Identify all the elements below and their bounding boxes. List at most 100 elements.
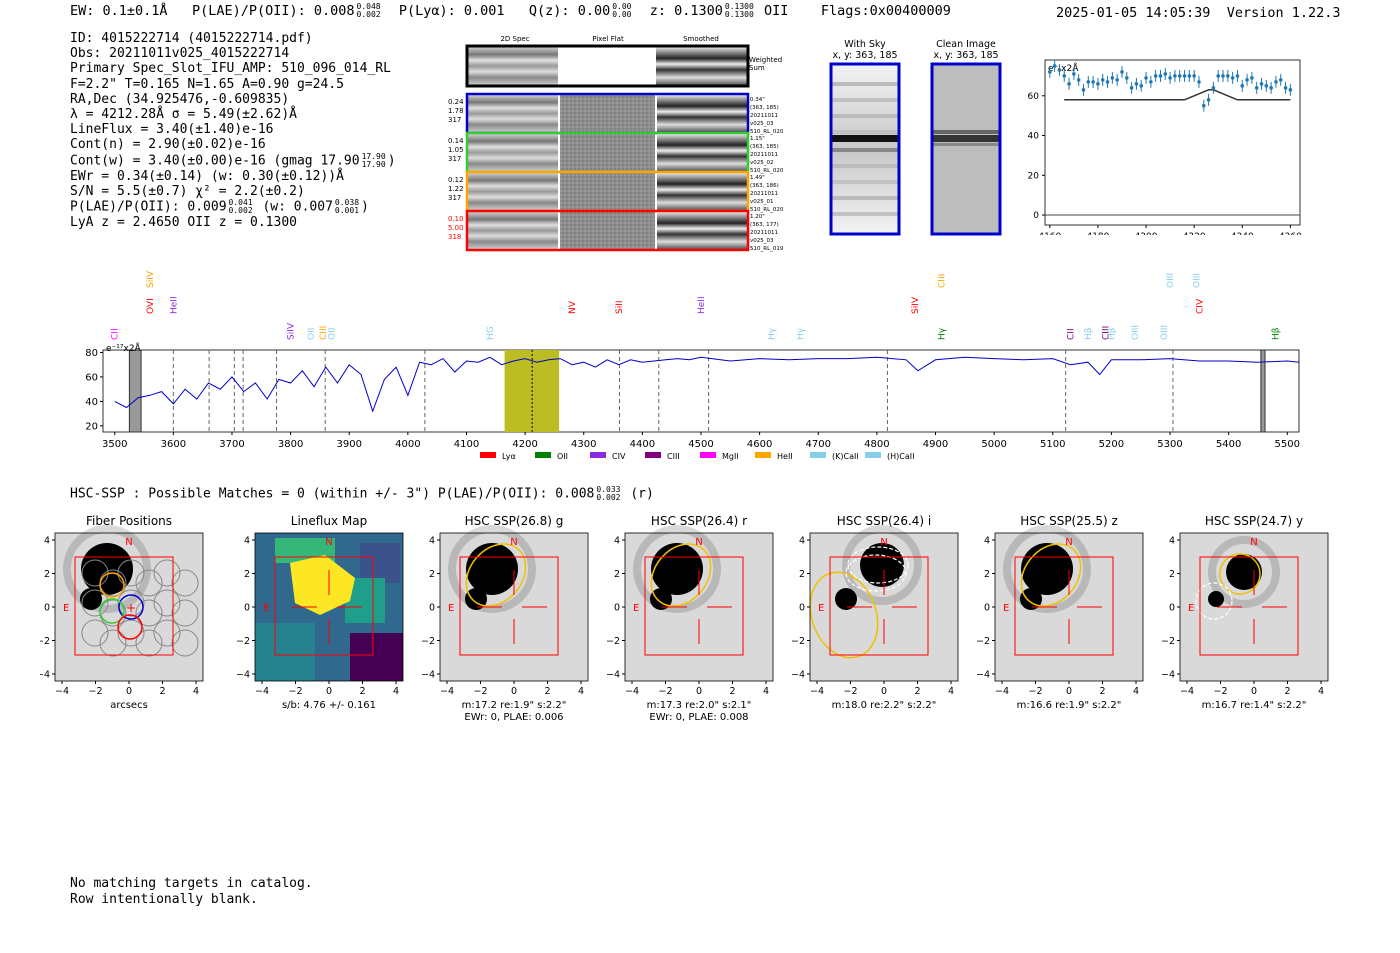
- hsc-panel-3: HSC SSP(26.4) r N E −4 −2 0 2 4 4 2 0 −2 −4 m:17.3 re…: [606, 514, 774, 723]
- lineplot-point: [1144, 76, 1148, 80]
- info-contw-row: Cont(w) = 3.40(±0.00)e-16 (gmag 17.90 17.…: [70, 151, 396, 169]
- xtick-label: −4: [810, 686, 824, 697]
- legend-swatch-0: [480, 452, 496, 458]
- fiber-circle: [117, 589, 145, 617]
- clean-title: Clean Image: [936, 39, 996, 50]
- ytick-label: −2: [1161, 636, 1175, 647]
- hsc-panel-1: Lineflux Map N E −4 −2 0 2 4 4 2 0 −2 −4 s/b: 4.76 +/…: [236, 514, 404, 711]
- compass-n: N: [510, 537, 517, 548]
- xtick-label: 0: [1066, 686, 1072, 697]
- sky-band-10: [832, 212, 898, 216]
- fiber-circle: [117, 559, 145, 587]
- z-lo: 0.1300: [724, 10, 754, 19]
- compass-e: E: [1188, 603, 1194, 614]
- full-spectrum: 20 40 60 80 3500 3600 3700 3800 3900 4000 4100 4200…: [85, 270, 1300, 461]
- ytick-label: 0: [244, 603, 250, 614]
- qz-label: Q(z): 0.00: [528, 3, 611, 19]
- plya-label: P(Lyα): 0.001: [398, 3, 505, 19]
- with-sky-bands: [832, 82, 898, 216]
- galaxy-main: [466, 543, 518, 595]
- xtick-label: −2: [843, 686, 857, 697]
- footer: No matching targets in catalog. Row inte…: [70, 876, 313, 908]
- lineplot-xtick-label: 4180: [1086, 232, 1109, 235]
- line-label-5: OII: [307, 328, 317, 340]
- search-box: [644, 556, 744, 656]
- panel-caption: EWr: 0, PLAE: 0.008: [649, 712, 748, 723]
- plae-up: 0.048: [356, 2, 381, 11]
- cutout-2d-0: [468, 95, 558, 132]
- ytick-label: 2: [1169, 569, 1175, 580]
- spec-xtick-label: 5000: [981, 439, 1006, 450]
- clean-band-2: [933, 135, 999, 142]
- cutout-right-3-0: 1.20": [750, 214, 765, 220]
- lineplot-point: [1129, 86, 1134, 90]
- z-up: 0.1300: [724, 2, 754, 11]
- lineflux-peak: [290, 555, 355, 615]
- spec-xtick-label: 5300: [1157, 439, 1182, 450]
- compass-e: E: [633, 603, 639, 614]
- lineplot-point: [1201, 103, 1206, 108]
- version: Version 1.22.3: [1226, 5, 1341, 21]
- legend-label-6: (K)CaII: [832, 452, 859, 461]
- sky-band-3: [832, 114, 898, 118]
- spec-hatch-1: [1260, 349, 1266, 433]
- lineplot-ytick-label: 40: [1028, 132, 1040, 142]
- spec-xtick-label: 4600: [747, 439, 772, 450]
- spectra-cutouts: 2D Spec Pixel Flat Smoothed Weighted Sum…: [448, 35, 1002, 252]
- ytick-label: 4: [984, 536, 990, 547]
- line-label-10: SiII: [615, 300, 625, 314]
- xtick-label: 0: [511, 686, 517, 697]
- cutout-2d-1: [468, 134, 558, 171]
- lineplot-point: [1105, 80, 1110, 84]
- lineplot-point: [1110, 76, 1115, 80]
- lineflux-patch-1: [255, 623, 315, 681]
- legend-swatch-7: [865, 452, 881, 458]
- xtick-label: 4: [193, 686, 199, 697]
- hsc-panels: Fiber Positions + N E −4 −2 0 2 4 4 2 0 −2 −4 arcsecs L…: [40, 514, 1329, 723]
- lineplot-ytick-label: 0: [1033, 211, 1039, 221]
- sky-band-6: [832, 148, 898, 152]
- fiber-green: [99, 598, 125, 624]
- spec-hatch-0: [128, 349, 142, 433]
- lineplot-point: [1076, 78, 1081, 82]
- ytick-label: −2: [976, 636, 990, 647]
- line-label-20: Hβ: [1107, 327, 1117, 340]
- ytick-label: −4: [976, 670, 990, 681]
- cutout-left-0-1: 1.78: [448, 107, 464, 115]
- line-label-24: OIII: [1192, 273, 1202, 288]
- xtick-label: 0: [326, 686, 332, 697]
- xtick-label: −4: [1180, 686, 1194, 697]
- info-plae: P(LAE)/P(OII): 0.009: [70, 199, 227, 215]
- lineflux-patch-2: [350, 633, 403, 681]
- cutout-flat-3: [560, 212, 655, 249]
- xtick-label: 2: [914, 686, 920, 697]
- catalog-ellipse: [1195, 582, 1233, 620]
- with-sky-border: [829, 62, 901, 236]
- compass-e: E: [63, 603, 69, 614]
- cutout-right-3-2: 20211011: [750, 230, 778, 236]
- lineplot-point: [1245, 78, 1249, 82]
- line-label-14: SiIV: [911, 296, 921, 314]
- sky-band-4: [832, 130, 898, 134]
- weighted-sum-row: Weighted Sum: [465, 44, 782, 88]
- line-label-2: OVI: [146, 298, 156, 314]
- with-sky-coord: x, y: 363, 185: [832, 50, 897, 61]
- center-marker: +: [126, 601, 136, 615]
- cutout-flat-1: [560, 134, 655, 171]
- info-lya-z: LyA z = 2.4650 OII z = 0.1300: [70, 215, 297, 231]
- line-label-6: CIII: [319, 326, 329, 340]
- panel-caption: m:17.2 re:1.9" s:2.2": [462, 700, 567, 711]
- spec-xtick-label: 3900: [337, 439, 362, 450]
- line-label-17: CII: [1066, 328, 1076, 340]
- info-block: ID: 4015222714 (4015222714.pdf) Obs: 202…: [70, 31, 396, 230]
- info-plae-row: P(LAE)/P(OII): 0.009 0.041 0.002 (w: 0.007…: [70, 198, 369, 216]
- ytick-label: 0: [1169, 603, 1175, 614]
- lineplot-point: [1187, 74, 1192, 78]
- lineplot-point: [1072, 72, 1076, 76]
- aperture-ellipse: [1219, 553, 1261, 595]
- lineplot-point: [1197, 80, 1201, 84]
- galaxy-halo: [1003, 525, 1091, 613]
- spec-ytick-label: 20: [85, 421, 98, 432]
